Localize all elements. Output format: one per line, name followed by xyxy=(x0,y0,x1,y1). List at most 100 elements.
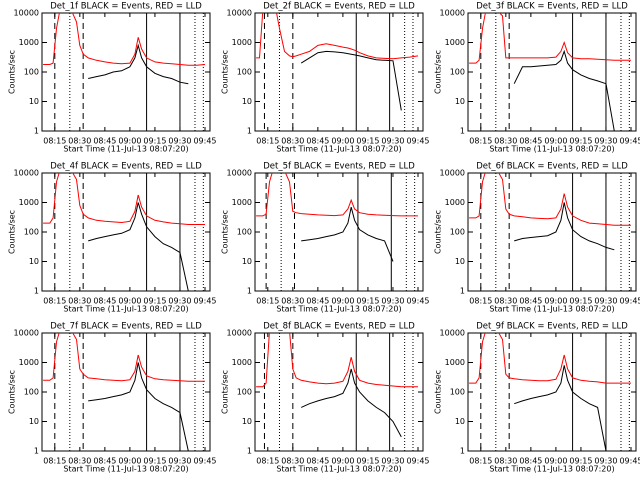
y-tick-label: 1000 xyxy=(445,358,465,367)
y-tick-label: 1 xyxy=(34,447,39,456)
y-tick-label: 10 xyxy=(455,417,465,426)
x-tick-label: 09:30 xyxy=(381,297,404,306)
series-line xyxy=(88,202,189,291)
x-tick-label: 09:00 xyxy=(331,137,354,146)
x-tick-label: 09:00 xyxy=(331,457,354,466)
x-tick-label: 08:15 xyxy=(43,457,66,466)
x-tick-label: 09:15 xyxy=(143,137,166,146)
x-tick-label: 08:30 xyxy=(281,137,304,146)
x-tick-label: 09:30 xyxy=(168,137,191,146)
y-tick-label: 100 xyxy=(237,388,252,397)
chart-title: Det_8f BLACK = Events, RED = LLD xyxy=(263,322,415,332)
x-tick-label: 09:15 xyxy=(356,457,379,466)
x-axis-label: Start Time (11-Jul-13 08:07:20) xyxy=(489,305,614,314)
series-line xyxy=(469,333,631,384)
x-tick-label: 09:30 xyxy=(381,457,404,466)
x-tick-label: 09:00 xyxy=(118,137,141,146)
y-tick-label: 1 xyxy=(247,287,252,296)
series-line xyxy=(256,333,418,388)
x-tick-label: 09:00 xyxy=(544,137,567,146)
y-tick-label: 1000 xyxy=(232,38,252,47)
series-line xyxy=(300,50,402,111)
chart-title: Det_3f BLACK = Events, RED = LLD xyxy=(476,2,628,12)
x-tick-label: 08:30 xyxy=(494,297,517,306)
series-line xyxy=(256,173,418,217)
series-line xyxy=(469,13,631,64)
y-tick-label: 10 xyxy=(455,97,465,106)
x-axis-label: Start Time (11-Jul-13 08:07:20) xyxy=(63,145,188,154)
y-tick-label: 10000 xyxy=(227,169,252,178)
y-tick-label: 1 xyxy=(34,127,39,136)
x-tick-label: 09:15 xyxy=(143,297,166,306)
x-tick-label: 09:45 xyxy=(406,297,429,306)
panel: Det_7f BLACK = Events, RED = LLD Start Ti… xyxy=(8,322,217,474)
series-line xyxy=(301,206,394,262)
y-tick-label: 100 xyxy=(450,68,465,77)
x-tick-label: 09:15 xyxy=(569,137,592,146)
x-tick-label: 09:00 xyxy=(331,297,354,306)
y-tick-label: 1000 xyxy=(445,198,465,207)
y-tick-label: 100 xyxy=(24,228,39,237)
x-axis-label: Start Time (11-Jul-13 08:07:20) xyxy=(63,305,188,314)
series-line xyxy=(43,13,206,66)
y-tick-label: 10000 xyxy=(440,9,465,18)
chart-title: Det_9f BLACK = Events, RED = LLD xyxy=(476,322,628,332)
chart-title: Det_7f BLACK = Events, RED = LLD xyxy=(50,322,202,332)
y-tick-label: 10000 xyxy=(14,329,39,338)
x-axis-label: Start Time (11-Jul-13 08:07:20) xyxy=(63,465,188,474)
y-tick-label: 1 xyxy=(247,447,252,456)
x-tick-label: 09:00 xyxy=(544,457,567,466)
panel: Det_4f BLACK = Events, RED = LLD Start Ti… xyxy=(8,162,217,314)
y-tick-label: 1 xyxy=(247,127,252,136)
x-tick-label: 09:45 xyxy=(406,457,429,466)
x-tick-label: 09:30 xyxy=(381,137,404,146)
x-tick-label: 08:30 xyxy=(68,297,91,306)
x-tick-label: 08:15 xyxy=(256,297,279,306)
x-tick-label: 09:15 xyxy=(569,297,592,306)
chart-title: Det_2f BLACK = Events, RED = LLD xyxy=(263,2,415,12)
x-tick-label: 08:30 xyxy=(68,137,91,146)
series-line xyxy=(469,173,631,226)
x-tick-label: 08:45 xyxy=(306,137,329,146)
y-tick-label: 1000 xyxy=(19,358,39,367)
y-tick-label: 1 xyxy=(460,287,465,296)
series-line xyxy=(88,43,189,85)
x-tick-label: 09:15 xyxy=(569,457,592,466)
y-tick-label: 100 xyxy=(450,228,465,237)
x-axis-label: Start Time (11-Jul-13 08:07:20) xyxy=(276,305,401,314)
y-tick-label: 10 xyxy=(455,257,465,266)
y-tick-label: 10000 xyxy=(14,9,39,18)
y-tick-label: 100 xyxy=(24,68,39,77)
x-tick-label: 08:45 xyxy=(93,137,116,146)
x-tick-label: 08:15 xyxy=(469,297,492,306)
x-tick-label: 09:15 xyxy=(356,297,379,306)
x-tick-label: 08:45 xyxy=(519,297,542,306)
x-tick-label: 09:00 xyxy=(118,457,141,466)
y-axis-label: Counts/sec xyxy=(434,370,443,414)
y-axis-label: Counts/sec xyxy=(434,210,443,254)
y-tick-label: 1 xyxy=(34,287,39,296)
series-line xyxy=(43,333,205,382)
y-tick-label: 10000 xyxy=(14,169,39,178)
series-line xyxy=(88,362,189,451)
y-tick-label: 1 xyxy=(460,447,465,456)
x-tick-label: 08:15 xyxy=(256,457,279,466)
x-tick-label: 08:45 xyxy=(519,457,542,466)
y-tick-label: 1000 xyxy=(19,38,39,47)
x-tick-label: 09:45 xyxy=(193,297,216,306)
y-tick-label: 1000 xyxy=(19,198,39,207)
y-tick-label: 10000 xyxy=(227,9,252,18)
panel: Det_2f BLACK = Events, RED = LLD Start Ti… xyxy=(221,2,430,154)
x-tick-label: 09:45 xyxy=(193,457,216,466)
y-tick-label: 100 xyxy=(237,68,252,77)
chart-title: Det_4f BLACK = Events, RED = LLD xyxy=(50,162,202,172)
x-tick-label: 08:45 xyxy=(519,137,542,146)
x-tick-label: 09:45 xyxy=(406,137,429,146)
x-tick-label: 08:30 xyxy=(68,457,91,466)
panel: Det_3f BLACK = Events, RED = LLD Start Ti… xyxy=(434,2,640,154)
x-tick-label: 09:45 xyxy=(619,297,640,306)
x-tick-label: 08:30 xyxy=(494,137,517,146)
series-line xyxy=(514,202,615,251)
series-line xyxy=(300,368,402,438)
